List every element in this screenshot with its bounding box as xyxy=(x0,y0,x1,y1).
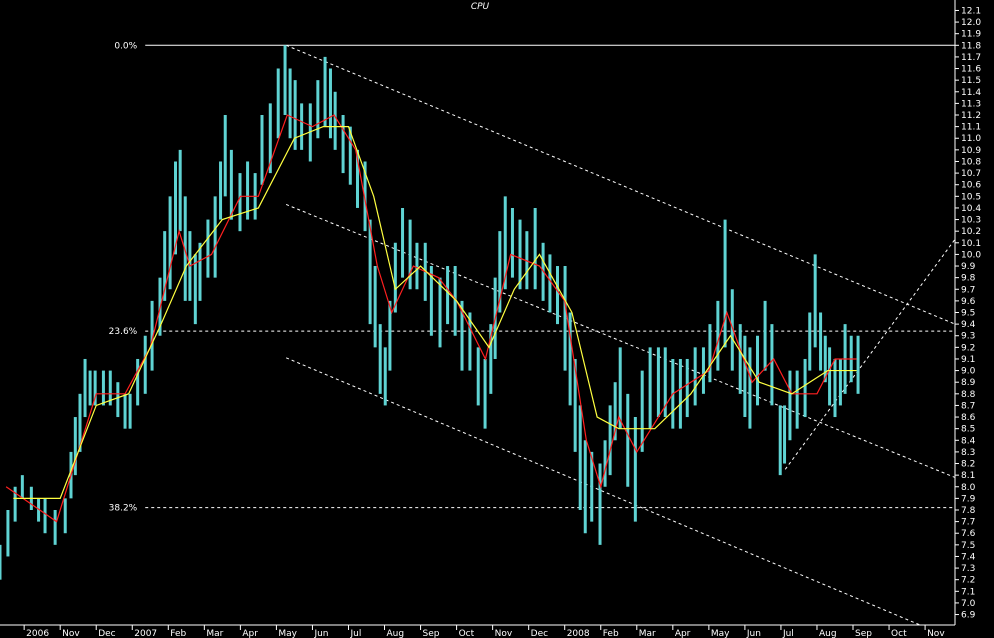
y-tick-label: 11.1 xyxy=(961,123,981,133)
x-tick-label: Aug xyxy=(819,629,837,638)
x-tick-label: Mar xyxy=(206,629,223,638)
x-tick-label: Dec xyxy=(98,629,115,638)
y-tick-label: 9.1 xyxy=(961,355,975,365)
moving-average xyxy=(13,126,857,499)
x-tick-label: Jun xyxy=(313,629,328,638)
y-tick-label: 11.8 xyxy=(961,41,981,51)
x-tick-label: Jul xyxy=(349,629,361,638)
x-tick-label: 2008 xyxy=(567,629,590,638)
y-tick-label: 8.7 xyxy=(961,401,975,411)
x-tick-label: Nov xyxy=(495,629,513,638)
y-tick-label: 10.2 xyxy=(961,227,981,237)
x-tick-label: Feb xyxy=(170,629,186,638)
y-tick-label: 11.6 xyxy=(961,65,981,75)
y-tick-label: 10.9 xyxy=(961,146,981,156)
trend-line xyxy=(285,203,956,478)
x-tick-label: 2007 xyxy=(134,629,157,638)
y-tick-label: 10.7 xyxy=(961,169,981,179)
x-tick-label: Oct xyxy=(891,629,907,638)
moving-average xyxy=(5,114,857,523)
x-tick-label: May xyxy=(278,629,297,638)
trend-line xyxy=(285,357,921,626)
x-tick-label: 2006 xyxy=(26,629,49,638)
y-tick-label: 8.6 xyxy=(961,413,976,423)
y-tick-label: 7.6 xyxy=(961,529,976,539)
x-tick-label: May xyxy=(711,629,730,638)
y-tick-label: 9.8 xyxy=(961,274,976,284)
y-tick-label: 8.8 xyxy=(961,390,976,400)
y-tick-label: 7.3 xyxy=(961,564,975,574)
y-tick-label: 12.0 xyxy=(961,18,981,28)
fib-label: 0.0% xyxy=(114,41,137,51)
y-tick-label: 11.5 xyxy=(961,76,981,86)
x-tick-label: Mar xyxy=(639,629,656,638)
y-tick-label: 12.1 xyxy=(961,6,981,16)
x-tick-label: Apr xyxy=(675,629,691,638)
x-tick-label: Apr xyxy=(242,629,258,638)
y-tick-label: 9.3 xyxy=(961,332,975,342)
x-tick-label: Jun xyxy=(746,629,761,638)
y-tick-label: 7.8 xyxy=(961,506,976,516)
y-tick-label: 8.1 xyxy=(961,471,975,481)
y-tick-label: 11.9 xyxy=(961,30,981,40)
trend-line xyxy=(285,44,956,325)
y-tick-label: 9.5 xyxy=(961,309,975,319)
y-tick-label: 7.1 xyxy=(961,587,975,597)
y-tick-label: 7.2 xyxy=(961,576,975,586)
y-tick-label: 9.4 xyxy=(961,320,976,330)
fib-label: 23.6% xyxy=(109,327,138,337)
x-tick-label: Feb xyxy=(603,629,619,638)
y-tick-label: 7.7 xyxy=(961,518,975,528)
x-tick-label: Nov xyxy=(927,629,945,638)
y-tick-label: 10.4 xyxy=(961,204,981,214)
x-tick-label: Jul xyxy=(782,629,794,638)
y-tick-label: 7.9 xyxy=(961,494,976,504)
y-tick-label: 9.7 xyxy=(961,285,975,295)
y-tick-label: 8.5 xyxy=(961,425,975,435)
y-tick-label: 10.6 xyxy=(961,181,981,191)
y-tick-label: 10.3 xyxy=(961,216,981,226)
y-tick-label: 6.9 xyxy=(961,611,976,621)
y-tick-label: 10.1 xyxy=(961,239,981,249)
y-tick-label: 8.4 xyxy=(961,436,976,446)
y-tick-label: 9.6 xyxy=(961,297,976,307)
y-tick-label: 10.0 xyxy=(961,250,981,260)
y-tick-label: 10.5 xyxy=(961,192,981,202)
x-tick-label: Dec xyxy=(531,629,548,638)
y-tick-label: 11.4 xyxy=(961,88,981,98)
y-tick-label: 11.2 xyxy=(961,111,981,121)
x-tick-label: Nov xyxy=(62,629,80,638)
y-tick-label: 8.0 xyxy=(961,483,976,493)
x-tick-label: Oct xyxy=(459,629,475,638)
y-tick-label: 11.0 xyxy=(961,134,981,144)
y-tick-label: 7.5 xyxy=(961,541,975,551)
fib-label: 38.2% xyxy=(109,504,138,514)
y-tick-label: 11.3 xyxy=(961,99,981,109)
y-tick-label: 11.7 xyxy=(961,53,981,63)
y-tick-label: 10.8 xyxy=(961,157,981,167)
x-tick-label: Aug xyxy=(387,629,405,638)
y-tick-label: 7.4 xyxy=(961,552,976,562)
y-tick-label: 9.0 xyxy=(961,367,976,377)
x-tick-label: Sep xyxy=(855,629,872,638)
y-tick-label: 7.0 xyxy=(961,599,976,609)
y-tick-label: 9.9 xyxy=(961,262,976,272)
x-tick-label: Sep xyxy=(423,629,440,638)
chart-title: CPU xyxy=(471,2,490,12)
y-tick-label: 8.2 xyxy=(961,460,975,470)
y-tick-label: 8.3 xyxy=(961,448,975,458)
y-tick-label: 8.9 xyxy=(961,378,976,388)
y-tick-label: 9.2 xyxy=(961,343,975,353)
